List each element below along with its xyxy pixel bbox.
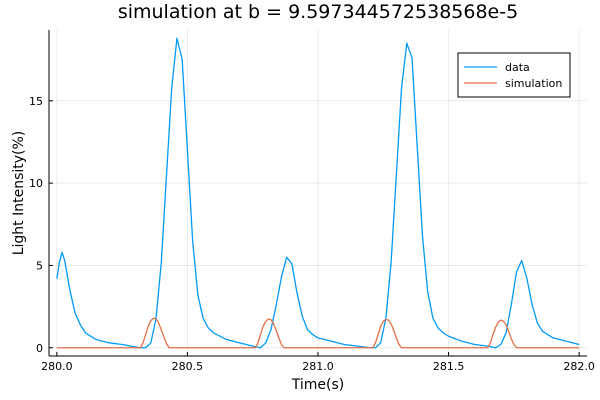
chart-title: simulation at b = 9.597344572538568e-5: [118, 1, 518, 23]
x-tick-label: 281.5: [433, 360, 465, 373]
x-ticks: 280.0 280.5 281.0 281.5 282.0: [41, 352, 595, 373]
y-tick-label: 5: [36, 259, 43, 272]
y-tick-label: 0: [36, 342, 43, 355]
series-line-data: [56, 37, 580, 349]
x-axis-label: Time(s): [291, 377, 344, 393]
series-line-simulation: [56, 317, 580, 349]
legend: data simulation: [457, 52, 571, 98]
y-tick-label: 10: [29, 177, 43, 190]
x-tick-label: 280.0: [41, 360, 73, 373]
x-tick-label: 282.0: [563, 360, 595, 373]
y-ticks: 0 5 10 15: [29, 95, 53, 355]
legend-box: [457, 52, 571, 98]
y-axis-label: Light Intensity(%): [11, 131, 27, 256]
legend-data-label: data: [505, 61, 530, 74]
legend-simulation-label: simulation: [505, 77, 562, 90]
plot-series: [56, 37, 580, 349]
x-tick-label: 281.0: [302, 360, 334, 373]
y-tick-label: 15: [29, 95, 43, 108]
x-tick-label: 280.5: [172, 360, 204, 373]
